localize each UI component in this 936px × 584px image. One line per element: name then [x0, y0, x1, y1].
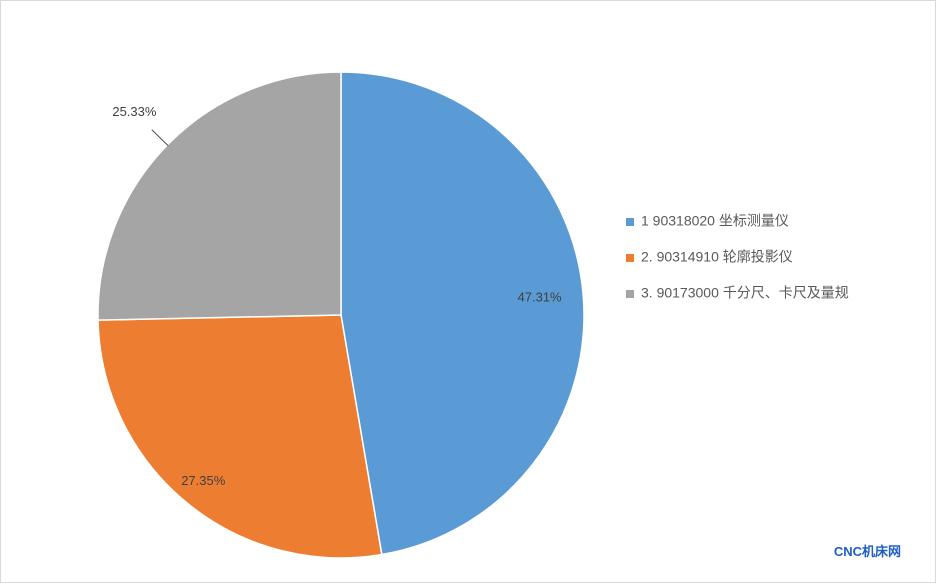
pie-slices [97, 71, 585, 559]
legend-swatch-1 [626, 218, 634, 226]
legend-label-3: 3. 90173000 千分尺、卡尺及量规 [641, 285, 849, 301]
pie-slice-2 [97, 314, 383, 559]
legend-item-1: 1 90318020 坐标测量仪 [626, 213, 789, 229]
legend-label-2: 2. 90314910 轮廓投影仪 [641, 249, 793, 265]
data-label-1: 47.31% [518, 290, 563, 305]
legend-swatch-3 [626, 290, 634, 298]
data-label-3: 25.33% [112, 104, 157, 119]
pie-slice-1 [340, 71, 585, 556]
leader-line-3 [151, 129, 169, 147]
legend-swatch-2 [626, 254, 634, 262]
legend-item-2: 2. 90314910 轮廓投影仪 [626, 249, 793, 265]
legend-label-1: 1 90318020 坐标测量仪 [641, 213, 789, 229]
legend-item-3: 3. 90173000 千分尺、卡尺及量规 [626, 285, 849, 301]
watermark-text: CNC机床网 [833, 544, 901, 559]
data-labels: 47.31% 27.35% 25.33% [112, 104, 562, 488]
data-label-2: 27.35% [181, 473, 226, 488]
legend: 1 90318020 坐标测量仪 2. 90314910 轮廓投影仪 3. 9017… [626, 213, 849, 301]
